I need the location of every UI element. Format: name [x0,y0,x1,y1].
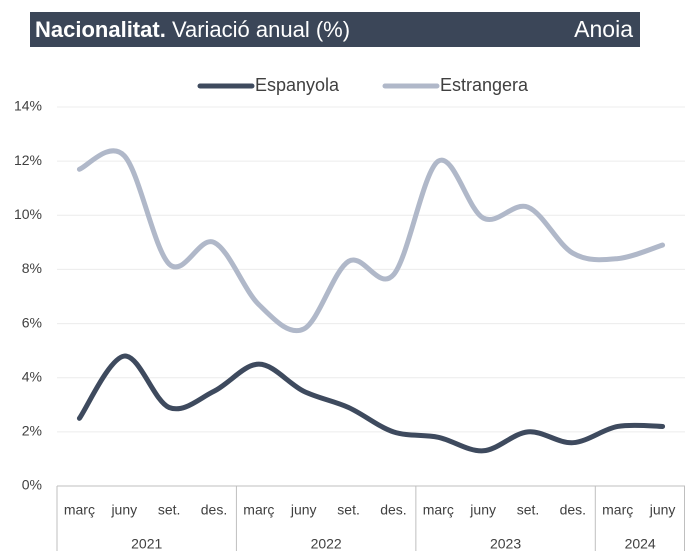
y-tick-label: 10% [14,206,42,222]
x-tick-label: juny [110,502,137,518]
chart-title: Nacionalitat. [35,17,166,42]
x-tick-label: març [423,502,454,518]
x-group-label: 2021 [131,536,162,551]
y-tick-label: 4% [22,368,42,384]
x-tick-label: juny [469,502,496,518]
legend-label: Espanyola [255,75,340,95]
x-tick-label: març [64,502,95,518]
x-group-label: 2022 [311,536,342,551]
series-line [76,353,666,454]
x-tick-label: juny [649,502,676,518]
x-tick-label: set. [517,502,540,518]
title-bar [30,12,640,47]
x-tick-label: des. [201,502,227,518]
y-tick-label: 0% [22,477,42,493]
x-group-label: 2023 [490,536,521,551]
y-tick-label: 8% [22,260,42,276]
title: Nacionalitat. Variació anual (%) [35,17,350,42]
x-group-label: 2024 [625,536,656,551]
x-tick-label: març [243,502,274,518]
y-tick-label: 2% [22,423,42,439]
y-tick-label: 6% [22,314,42,330]
series-line [76,148,666,334]
chart-subtitle: Variació anual (%) [172,17,350,42]
x-tick-label: set. [337,502,360,518]
x-tick-label: des. [380,502,406,518]
y-tick-label: 14% [14,98,42,114]
region: Anoia [574,16,633,42]
y-tick-label: 12% [14,152,42,168]
x-tick-label: març [602,502,633,518]
x-tick-label: set. [158,502,181,518]
x-tick-label: des. [560,502,586,518]
legend-label: Estrangera [440,75,529,95]
x-tick-label: juny [290,502,317,518]
